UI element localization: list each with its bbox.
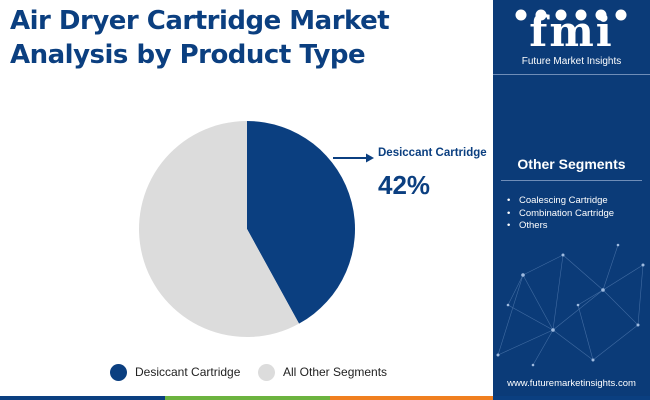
bottom-bar-segment-3 (330, 396, 493, 400)
legend-label-desiccant: Desiccant Cartridge (135, 365, 241, 379)
pie-slice-desiccant-cartridge (247, 121, 355, 324)
title-line-2: Analysis by Product Type (10, 40, 366, 70)
network-graphic (496, 243, 645, 367)
logo-letters: fmi (529, 7, 614, 56)
brand-name: Future Market Insights (521, 56, 622, 67)
segment-item-others: Others (507, 220, 614, 233)
legend-item-desiccant: Desiccant Cartridge (110, 362, 240, 382)
bottom-bar-segment-1 (0, 396, 165, 400)
other-segments-divider (501, 180, 642, 181)
page-title: Air Dryer Cartridge Market Analysis by P… (10, 4, 480, 72)
callout-value: 42% (378, 170, 431, 200)
other-segments-list: Coalescing Cartridge Combination Cartrid… (507, 195, 614, 233)
legend-item-other: All Other Segments (258, 362, 387, 382)
legend-label-other: All Other Segments (283, 365, 388, 379)
pie-chart (138, 121, 374, 337)
other-segments-title: Other Segments (517, 156, 626, 172)
bottom-bar-segment-4 (493, 396, 650, 400)
sidebar: fmi Future Market Insights Other Segment… (493, 0, 650, 400)
sidebar-divider (493, 74, 650, 75)
segment-item-combination: Combination Cartridge (507, 208, 614, 221)
pie-slices (138, 121, 355, 337)
segment-item-coalescing: Coalescing Cartridge (507, 195, 614, 208)
logo-icons (515, 9, 627, 21)
callout-arrow (333, 153, 374, 163)
website-link[interactable]: www.futuremarketinsights.com (507, 378, 636, 389)
title-line-1: Air Dryer Cartridge Market (10, 6, 390, 36)
bottom-bar-segment-2 (165, 396, 330, 400)
pie-slice-all-other-segments (138, 121, 300, 337)
legend-swatch-desiccant (110, 363, 127, 381)
legend-swatch-other (258, 363, 275, 381)
callout-label: Desiccant Cartridge (378, 147, 487, 159)
fmi-logo: fmi Future Market Insights (493, 6, 650, 70)
